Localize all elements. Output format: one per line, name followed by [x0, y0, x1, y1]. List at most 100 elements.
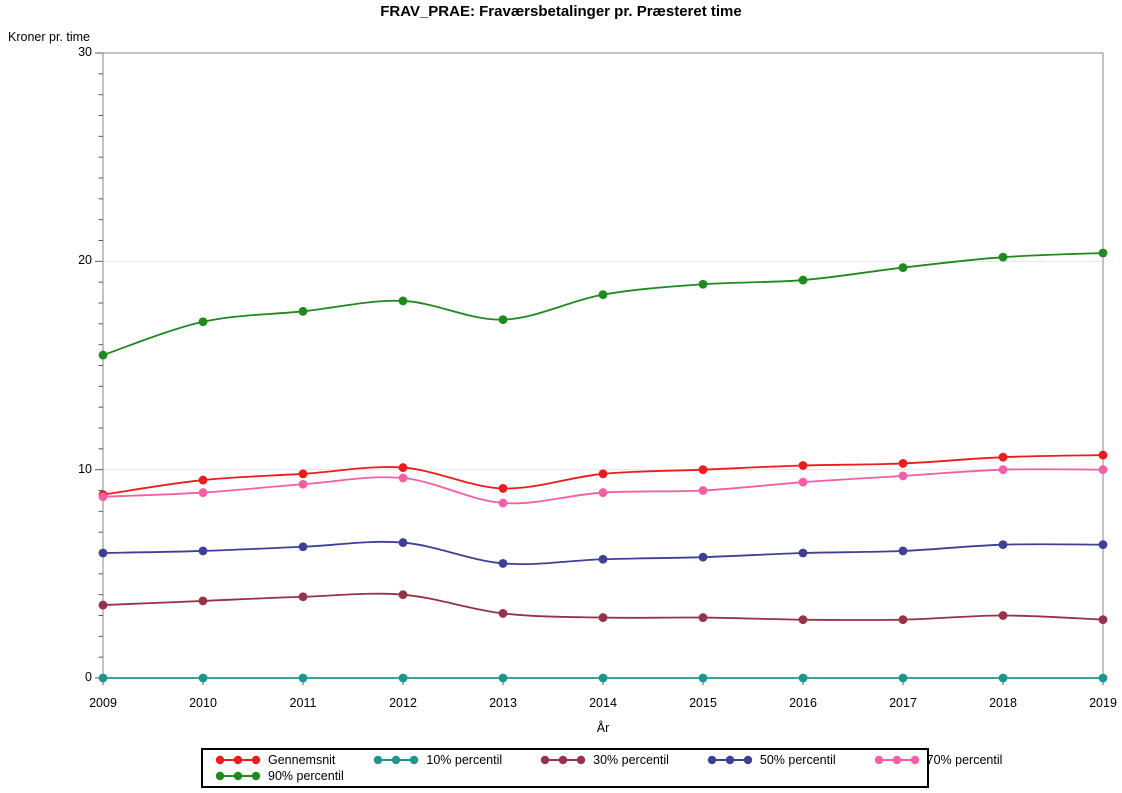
legend-item-10-percentil: 10% percentil — [373, 752, 502, 768]
series-marker-50-percentil — [498, 559, 508, 568]
x-tick-label: 2012 — [389, 696, 417, 710]
series-marker-gennemsnit — [798, 461, 808, 470]
series-marker-70-percentil — [1098, 465, 1108, 475]
legend-line-marker-icon — [540, 755, 586, 765]
series-marker-30-percentil — [198, 596, 208, 606]
series-marker-10-percentil — [898, 673, 908, 683]
y-tick-label: 0 — [85, 670, 92, 684]
legend-label: 30% percentil — [593, 753, 669, 767]
legend-item-gennemsnit: Gennemsnit — [215, 752, 335, 768]
series-marker-10-percentil — [98, 673, 108, 683]
legend: Gennemsnit 10% percentil 30% percentil 50% … — [201, 748, 1002, 788]
series-marker-90-percentil — [498, 315, 508, 325]
legend-item-70-percentil: 70% percentil — [874, 752, 1003, 768]
series-marker-10-percentil — [398, 673, 408, 683]
series-marker-70-percentil — [398, 473, 408, 483]
legend-line-marker-icon — [374, 755, 419, 765]
series-marker-70-percentil — [598, 488, 608, 497]
series-marker-70-percentil — [498, 498, 508, 508]
series-marker-50-percentil — [598, 554, 608, 564]
series-marker-90-percentil — [698, 279, 708, 289]
series-marker-70-percentil — [198, 488, 208, 497]
series-marker-30-percentil — [998, 611, 1008, 620]
x-tick-label: 2013 — [489, 696, 517, 710]
series-marker-50-percentil — [198, 546, 208, 556]
series-marker-90-percentil — [198, 317, 208, 327]
y-axis-title: Kroner pr. time — [8, 30, 90, 44]
series-marker-gennemsnit — [598, 469, 608, 479]
x-tick-label: 2016 — [789, 696, 817, 710]
legend-label: 10% percentil — [426, 753, 503, 767]
series-marker-70-percentil — [798, 477, 808, 487]
x-tick-label: 2019 — [1089, 696, 1117, 710]
y-tick-label: 20 — [78, 253, 92, 268]
series-marker-50-percentil — [1098, 540, 1108, 550]
series-marker-gennemsnit — [498, 484, 508, 493]
x-tick-label: 2018 — [989, 696, 1017, 710]
series-marker-50-percentil — [298, 542, 308, 552]
series-marker-90-percentil — [798, 275, 808, 285]
legend-item-90-percentil: 90% percentil — [215, 768, 344, 784]
x-tick-label: 2015 — [689, 696, 717, 710]
series-marker-50-percentil — [798, 548, 808, 558]
series-marker-30-percentil — [498, 609, 508, 618]
plot-frame — [102, 52, 1104, 679]
series-marker-30-percentil — [98, 600, 108, 610]
series-marker-30-percentil — [798, 615, 808, 625]
y-tick-label: 10 — [78, 461, 92, 476]
series-marker-70-percentil — [898, 471, 908, 481]
series-marker-10-percentil — [798, 673, 808, 683]
series-marker-90-percentil — [998, 252, 1008, 262]
legend-item-50-percentil: 50% percentil — [707, 752, 836, 768]
series-marker-50-percentil — [898, 546, 908, 556]
series-line-90-percentil — [102, 252, 1104, 356]
x-tick-label: 2017 — [889, 696, 917, 710]
legend-line-marker-icon — [215, 771, 261, 781]
series-marker-10-percentil — [598, 673, 608, 683]
x-axis-title: År — [596, 721, 610, 735]
legend-label: 90% percentil — [268, 769, 344, 783]
legend-row: Gennemsnit 10% percentil 30% percentil 50% … — [215, 752, 1002, 768]
legend-line-marker-icon — [707, 755, 753, 765]
legend-row: 90% percentil — [215, 768, 919, 784]
series-marker-gennemsnit — [198, 475, 208, 485]
legend-line-marker-icon — [874, 755, 919, 765]
x-tick-label: 2010 — [189, 696, 217, 710]
legend-label: 70% percentil — [926, 753, 1003, 767]
series-marker-gennemsnit — [698, 465, 708, 475]
x-tick-label: 2009 — [89, 696, 117, 710]
series-marker-50-percentil — [98, 548, 108, 558]
series-marker-70-percentil — [98, 492, 108, 502]
series-marker-90-percentil — [1098, 248, 1108, 258]
series-marker-10-percentil — [198, 673, 208, 683]
series-marker-70-percentil — [298, 479, 308, 489]
series-marker-gennemsnit — [998, 452, 1008, 462]
series-marker-gennemsnit — [298, 469, 308, 479]
series-marker-10-percentil — [698, 673, 708, 683]
x-tick-label: 2014 — [589, 696, 617, 710]
series-marker-30-percentil — [698, 613, 708, 622]
y-tick-label: 30 — [78, 45, 92, 59]
chart-title: FRAV_PRAE: Fraværsbetalinger pr. Præster… — [380, 3, 742, 20]
series-marker-gennemsnit — [1098, 450, 1108, 460]
series-marker-50-percentil — [998, 540, 1008, 550]
series-marker-10-percentil — [498, 673, 508, 683]
series-marker-30-percentil — [898, 615, 908, 625]
series-marker-90-percentil — [598, 290, 608, 300]
legend-line-marker-icon — [215, 755, 261, 765]
series-marker-50-percentil — [698, 552, 708, 562]
x-tick-label: 2011 — [289, 696, 317, 710]
series-marker-10-percentil — [1098, 673, 1108, 683]
series-marker-90-percentil — [98, 350, 108, 360]
series-marker-70-percentil — [698, 486, 708, 495]
legend-label: 50% percentil — [759, 753, 836, 767]
series-marker-gennemsnit — [898, 459, 908, 468]
series-marker-50-percentil — [398, 538, 408, 547]
legend-item-30-percentil: 30% percentil — [540, 752, 669, 768]
series-marker-90-percentil — [398, 296, 408, 306]
series-marker-30-percentil — [298, 592, 308, 602]
series-marker-30-percentil — [398, 590, 408, 600]
series-marker-90-percentil — [898, 263, 908, 272]
series-marker-30-percentil — [1098, 615, 1108, 625]
